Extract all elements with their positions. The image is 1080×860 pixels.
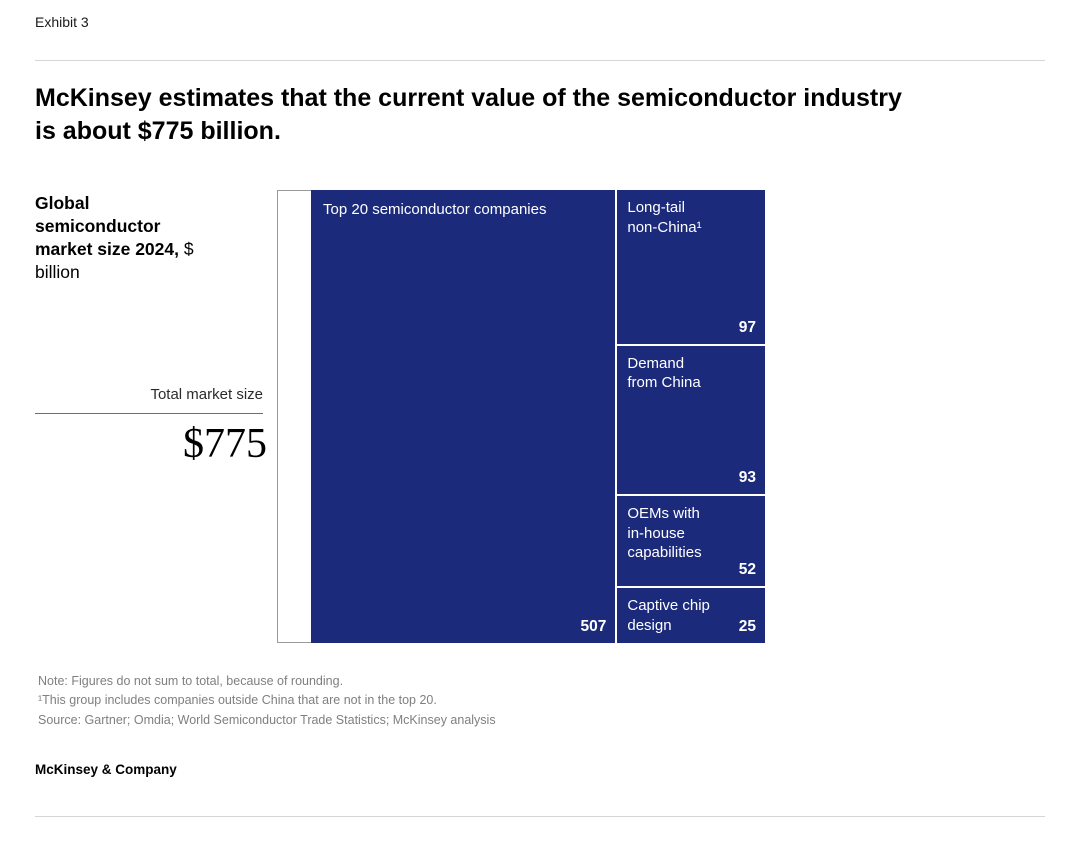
- segment-value-oems: 52: [738, 561, 756, 579]
- treemap-right-column: Long-tail non-China¹ 97 Demand from Chin…: [617, 190, 765, 644]
- total-market-size-label: Total market size: [150, 386, 263, 403]
- bottom-divider: [35, 816, 1045, 817]
- top-divider: [35, 60, 1045, 61]
- segment-value-captive: 25: [738, 618, 756, 636]
- segment-label-longtail: Long-tail non-China¹: [627, 199, 702, 236]
- chart-heading: Global semiconductor market size 2024, $…: [35, 192, 210, 284]
- treemap-main-value: 507: [580, 618, 607, 635]
- chart-heading-unit: $ billion: [35, 239, 194, 283]
- treemap-main-label: Top 20 semiconductor companies: [323, 201, 547, 218]
- segment-label-oems: OEMs with in-house capabilities: [627, 505, 702, 562]
- treemap-segment: Demand from China 93: [617, 345, 765, 495]
- footnote-rounding: Note: Figures do not sum to total, becau…: [38, 674, 344, 688]
- chart-heading-bold: Global semiconductor market size 2024,: [35, 193, 179, 260]
- mckinsey-brand: McKinsey & Company: [35, 762, 177, 777]
- treemap-segment: OEMs with in-house capabilities 52: [617, 496, 765, 587]
- total-bracket: [277, 190, 311, 643]
- treemap-main-block: Top 20 semiconductor companies 507: [311, 190, 616, 643]
- total-underline: [35, 413, 263, 414]
- footnotes: Note: Figures do not sum to total, becau…: [38, 672, 738, 730]
- page-title-line2: is about $775 billion.: [35, 117, 281, 145]
- treemap-segment: Long-tail non-China¹ 97: [617, 190, 765, 344]
- treemap-segment: Captive chip design 25: [617, 588, 765, 644]
- treemap-chart: Top 20 semiconductor companies 507 Long-…: [311, 190, 765, 644]
- footnote-longtail-definition: ¹This group includes companies outside C…: [38, 693, 437, 708]
- source-line: Source: Gartner; Omdia; World Semiconduc…: [38, 712, 496, 727]
- segment-label-captive: Captive chip design: [627, 597, 710, 634]
- page-title-line1: McKinsey estimates that the current valu…: [35, 84, 902, 112]
- page-title: McKinsey estimates that the current valu…: [35, 82, 1045, 148]
- segment-value-china-demand: 93: [738, 469, 756, 487]
- segment-value-longtail: 97: [738, 318, 756, 336]
- exhibit-label: Exhibit 3: [35, 14, 89, 30]
- segment-label-china-demand: Demand from China: [627, 354, 701, 392]
- total-value: $775: [183, 421, 267, 467]
